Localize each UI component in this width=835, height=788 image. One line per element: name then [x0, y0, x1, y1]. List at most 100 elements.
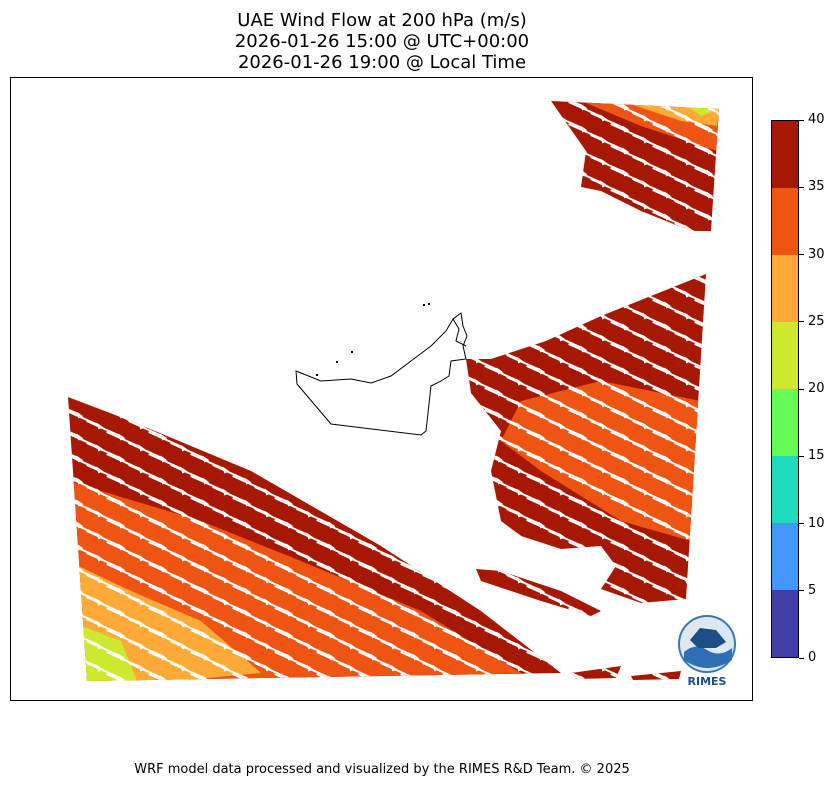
wind-arrow	[212, 222, 252, 243]
wind-arrow	[316, 475, 356, 496]
wind-arrow	[568, 277, 608, 298]
wind-arrow	[316, 167, 356, 188]
wind-arrow	[400, 387, 440, 408]
wind-arrow	[484, 167, 524, 188]
wind-arrow	[254, 288, 294, 309]
wind-arrow	[737, 608, 752, 627]
wind-arrow	[400, 211, 440, 232]
wind-arrow	[232, 189, 272, 210]
wind-arrow	[484, 321, 524, 342]
wind-arrow	[484, 189, 524, 210]
wind-arrow	[68, 365, 104, 386]
wind-arrow	[316, 211, 356, 232]
wind-arrow	[212, 354, 252, 375]
wind-arrow	[255, 685, 294, 700]
wind-arrow	[86, 244, 126, 265]
wind-arrow	[68, 178, 84, 199]
wind-arrow	[68, 574, 84, 595]
wind-arrow	[86, 310, 126, 331]
wind-arrow	[296, 420, 336, 441]
wind-arrow	[442, 453, 482, 474]
wind-arrow	[86, 112, 126, 133]
wind-arrow	[68, 277, 104, 298]
wind-arrow	[86, 222, 126, 243]
wind-arrow	[737, 190, 752, 209]
wind-arrow	[274, 233, 314, 254]
wind-arrow	[338, 288, 378, 309]
wind-arrow	[716, 266, 719, 284]
wind-arrow	[170, 178, 210, 199]
wind-arrow	[422, 112, 462, 133]
wind-arrow	[254, 354, 294, 375]
wind-arrow	[190, 101, 230, 122]
wind-arrow	[484, 673, 520, 681]
wind-arrow	[68, 145, 104, 166]
wind-arrow	[274, 145, 314, 166]
wind-arrow	[400, 409, 440, 430]
wind-arrow	[148, 233, 188, 254]
wind-arrow	[694, 123, 719, 141]
wind-arrow	[422, 552, 462, 573]
wind-arrow	[737, 410, 752, 429]
wind-arrow	[274, 673, 310, 681]
wind-arrow	[86, 376, 126, 397]
oman-musandam-outline	[452, 318, 467, 347]
wind-arrow	[254, 101, 294, 111]
wind-arrow	[106, 365, 146, 386]
wind-arrow	[296, 398, 336, 419]
colorbar-tick-label: 35	[808, 179, 825, 195]
wind-arrow	[170, 244, 210, 265]
wind-arrow	[232, 211, 272, 232]
wind-arrow	[737, 124, 752, 143]
wind-arrow	[68, 244, 84, 265]
wind-arrow	[716, 442, 719, 460]
wind-arrow	[694, 431, 719, 449]
wind-arrow	[380, 288, 420, 309]
wind-arrow	[464, 530, 504, 551]
wind-arrow	[68, 552, 84, 573]
wind-arrow	[170, 420, 210, 441]
wind-arrow	[296, 464, 336, 485]
wind-arrow	[737, 476, 752, 495]
wind-arrow	[148, 409, 188, 430]
wind-arrow	[380, 332, 420, 353]
wind-arrow	[716, 486, 719, 504]
wind-arrow	[380, 310, 420, 331]
wind-arrow	[380, 486, 420, 507]
wind-arrow	[506, 134, 546, 155]
wind-arrow	[358, 453, 398, 474]
wind-arrow	[737, 674, 752, 693]
wind-arrow	[526, 563, 566, 584]
colorbar-band	[772, 523, 798, 590]
colorbar-tick-label: 10	[808, 515, 825, 531]
wind-arrow	[148, 189, 188, 210]
title-line-3: 2026-01-26 19:00 @ Local Time	[237, 52, 527, 73]
wind-arrow	[568, 211, 608, 232]
wind-arrow	[737, 234, 752, 253]
wind-arrow	[358, 431, 398, 452]
wind-arrow	[212, 112, 252, 133]
wind-arrow	[569, 696, 608, 700]
wind-arrow	[400, 321, 440, 342]
wind-arrow	[128, 200, 168, 221]
wind-arrow	[380, 222, 420, 243]
wind-arrow	[442, 497, 482, 518]
wind-arrow	[590, 640, 630, 661]
wind-arrow	[296, 112, 336, 133]
wind-arrow	[296, 200, 336, 221]
wind-arrow	[170, 310, 210, 331]
logo-label: RIMES	[688, 675, 727, 688]
wind-arrow	[422, 178, 462, 199]
wind-arrow	[506, 310, 546, 331]
wind-arrow	[148, 299, 188, 320]
wind-arrow	[423, 685, 462, 700]
wind-arrow	[170, 332, 210, 353]
wind-arrow	[232, 123, 272, 144]
wind-arrow	[694, 365, 719, 383]
wind-arrow	[316, 431, 356, 452]
wind-arrow	[254, 112, 294, 133]
wind-arrow	[338, 354, 378, 375]
wind-arrow	[506, 222, 546, 243]
wind-arrow	[129, 685, 168, 700]
wind-arrow	[358, 233, 398, 254]
